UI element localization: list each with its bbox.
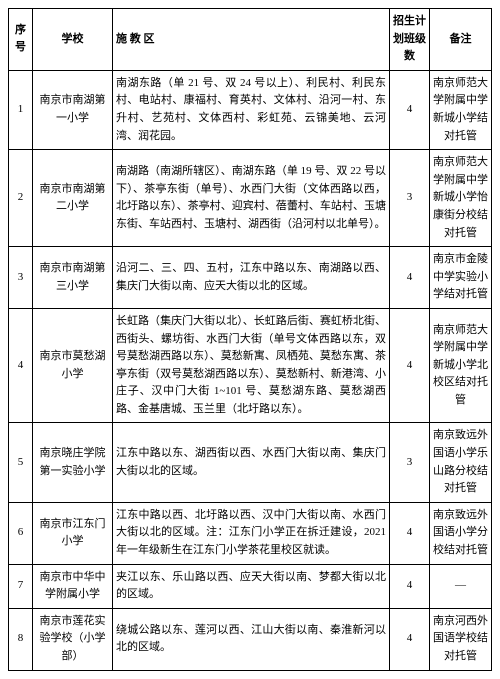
cell-school: 南京市江东门小学 — [33, 502, 113, 564]
cell-note: 南京致远外国语小学分校结对托管 — [430, 502, 492, 564]
cell-school: 南京晓庄学院第一实验小学 — [33, 423, 113, 502]
cell-school: 南京市南湖第一小学 — [33, 70, 113, 149]
cell-district: 绕城公路以东、莲河以西、江山大街以南、秦淮新河以北的区域。 — [113, 608, 390, 670]
cell-note: 南京市金陵中学实验小学结对托管 — [430, 247, 492, 309]
cell-plan: 4 — [390, 564, 430, 608]
cell-school: 南京市南湖第三小学 — [33, 247, 113, 309]
cell-district: 南湖东路（单 21 号、双 24 号以上）、利民村、利民东村、电站村、康福村、育… — [113, 70, 390, 149]
header-seq: 序号 — [9, 9, 33, 71]
cell-school: 南京市南湖第二小学 — [33, 150, 113, 247]
table-row: 7南京市中华中学附属小学夹江以东、乐山路以西、应天大街以南、梦都大街以北的区域。… — [9, 564, 492, 608]
cell-district: 沿河二、三、四、五村，江东中路以东、南湖路以西、集庆门大街以南、应天大街以北的区… — [113, 247, 390, 309]
table-row: 3南京市南湖第三小学沿河二、三、四、五村，江东中路以东、南湖路以西、集庆门大街以… — [9, 247, 492, 309]
table-row: 1南京市南湖第一小学南湖东路（单 21 号、双 24 号以上）、利民村、利民东村… — [9, 70, 492, 149]
cell-district: 江东中路以东、湖西街以西、水西门大街以南、集庆门大街以北的区域。 — [113, 423, 390, 502]
cell-note: 南京致远外国语小学乐山路分校结对托管 — [430, 423, 492, 502]
cell-note: 南京师范大学附属中学新城小学怡康街分校结对托管 — [430, 150, 492, 247]
cell-plan: 3 — [390, 423, 430, 502]
cell-seq: 3 — [9, 247, 33, 309]
cell-school: 南京市莫愁湖小学 — [33, 308, 113, 423]
cell-plan: 4 — [390, 608, 430, 670]
cell-district: 南湖路（南湖所辖区）、南湖东路（单 19 号、双 22 号以下）、茶亭东街（单号… — [113, 150, 390, 247]
cell-plan: 4 — [390, 308, 430, 423]
cell-note: 南京师范大学附属中学新城小学北校区结对托管 — [430, 308, 492, 423]
table-row: 8南京市莲花实验学校（小学部）绕城公路以东、莲河以西、江山大街以南、秦淮新河以北… — [9, 608, 492, 670]
table-row: 6南京市江东门小学江东中路以西、北圩路以西、汉中门大街以南、水西门大街以北的区域… — [9, 502, 492, 564]
cell-note: 南京师范大学附属中学新城小学结对托管 — [430, 70, 492, 149]
cell-school: 南京市中华中学附属小学 — [33, 564, 113, 608]
header-district: 施 教 区 — [113, 9, 390, 71]
header-note: 备注 — [430, 9, 492, 71]
cell-district: 江东中路以西、北圩路以西、汉中门大街以南、水西门大街以北的区域。注：江东门小学正… — [113, 502, 390, 564]
cell-plan: 4 — [390, 247, 430, 309]
header-school: 学校 — [33, 9, 113, 71]
cell-seq: 4 — [9, 308, 33, 423]
cell-plan: 4 — [390, 70, 430, 149]
cell-district: 长虹路（集庆门大街以北）、长虹路后街、赛虹桥北街、西街头、螺坊街、水西门大街（单… — [113, 308, 390, 423]
cell-district: 夹江以东、乐山路以西、应天大街以南、梦都大街以北的区域。 — [113, 564, 390, 608]
cell-seq: 5 — [9, 423, 33, 502]
school-district-table: 序号 学校 施 教 区 招生计划班级数 备注 1南京市南湖第一小学南湖东路（单 … — [8, 8, 492, 671]
cell-seq: 1 — [9, 70, 33, 149]
cell-plan: 4 — [390, 502, 430, 564]
cell-note: — — [430, 564, 492, 608]
cell-plan: 3 — [390, 150, 430, 247]
header-plan: 招生计划班级数 — [390, 9, 430, 71]
table-body: 1南京市南湖第一小学南湖东路（单 21 号、双 24 号以上）、利民村、利民东村… — [9, 70, 492, 670]
cell-seq: 2 — [9, 150, 33, 247]
cell-seq: 7 — [9, 564, 33, 608]
table-row: 2南京市南湖第二小学南湖路（南湖所辖区）、南湖东路（单 19 号、双 22 号以… — [9, 150, 492, 247]
table-header-row: 序号 学校 施 教 区 招生计划班级数 备注 — [9, 9, 492, 71]
cell-note: 南京河西外国语学校结对托管 — [430, 608, 492, 670]
cell-school: 南京市莲花实验学校（小学部） — [33, 608, 113, 670]
cell-seq: 8 — [9, 608, 33, 670]
table-row: 5南京晓庄学院第一实验小学江东中路以东、湖西街以西、水西门大街以南、集庆门大街以… — [9, 423, 492, 502]
table-row: 4南京市莫愁湖小学长虹路（集庆门大街以北）、长虹路后街、赛虹桥北街、西街头、螺坊… — [9, 308, 492, 423]
cell-seq: 6 — [9, 502, 33, 564]
